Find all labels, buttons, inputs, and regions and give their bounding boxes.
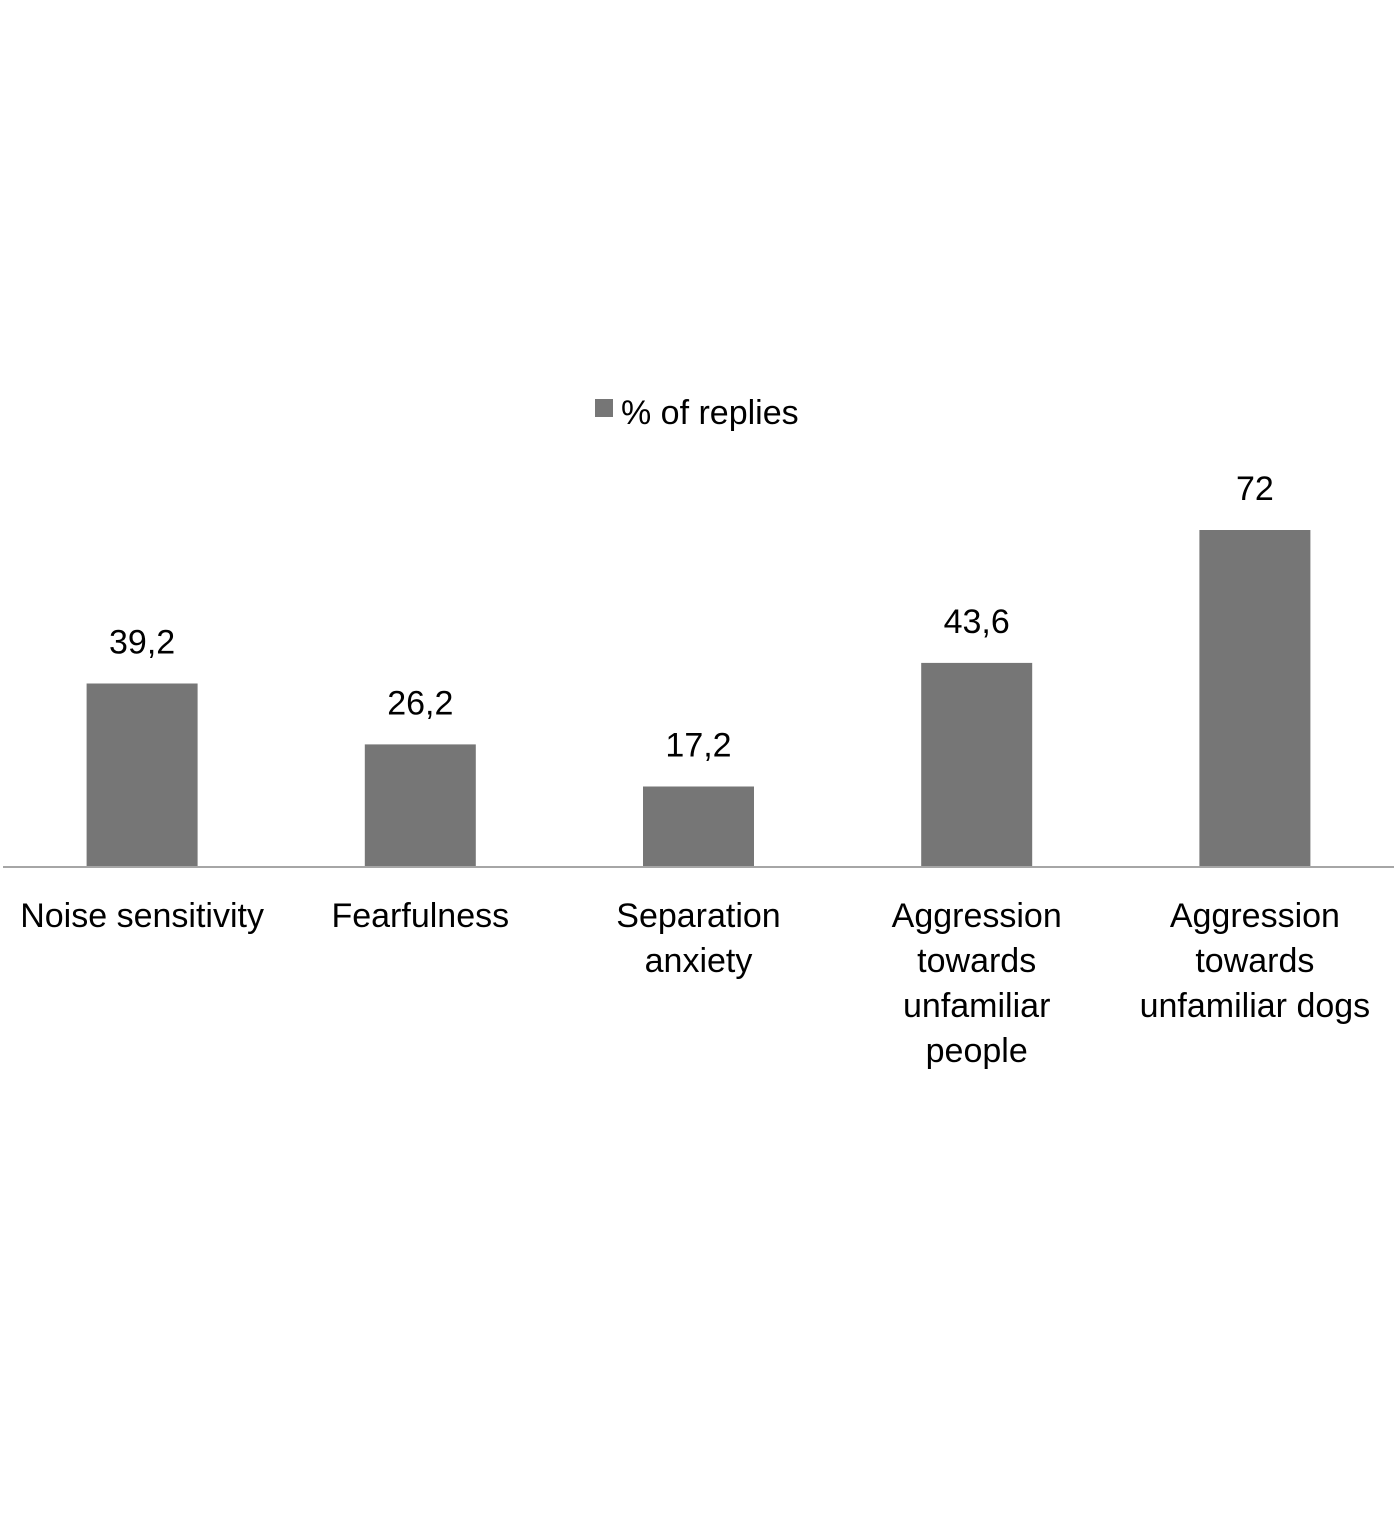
x-tick-label: towards — [917, 942, 1036, 980]
bar — [1199, 530, 1311, 867]
x-axis-tick-labels: Noise sensitivity Fearfulness Separation an… — [20, 897, 1370, 1070]
data-label: 39,2 — [109, 624, 175, 662]
data-label: 17,2 — [665, 727, 731, 765]
legend-label: % of replies — [621, 394, 799, 432]
x-tick-label: unfamiliar — [903, 987, 1050, 1025]
bar — [364, 744, 476, 867]
x-tick-label: Fearfulness — [331, 897, 509, 935]
data-label: 26,2 — [387, 684, 453, 722]
x-tick-label: Noise sensitivity — [20, 897, 264, 935]
bars — [86, 530, 1311, 867]
data-label: 72 — [1236, 470, 1274, 508]
x-tick-label: anxiety — [645, 942, 753, 980]
legend: % of replies — [595, 394, 799, 432]
legend-swatch — [595, 399, 613, 417]
x-tick-label: people — [926, 1032, 1028, 1070]
bar — [643, 786, 754, 867]
x-tick-label: unfamiliar dogs — [1140, 987, 1371, 1025]
x-tick-label: Separation — [616, 897, 780, 935]
x-tick-label: towards — [1195, 942, 1314, 980]
x-tick-label: Aggression — [1170, 897, 1340, 935]
bar — [86, 683, 198, 867]
data-labels: 39,2 26,2 17,2 43,6 72 — [109, 470, 1274, 765]
x-tick-label: Aggression — [892, 897, 1062, 935]
data-label: 43,6 — [944, 603, 1010, 641]
bar — [921, 662, 1033, 867]
